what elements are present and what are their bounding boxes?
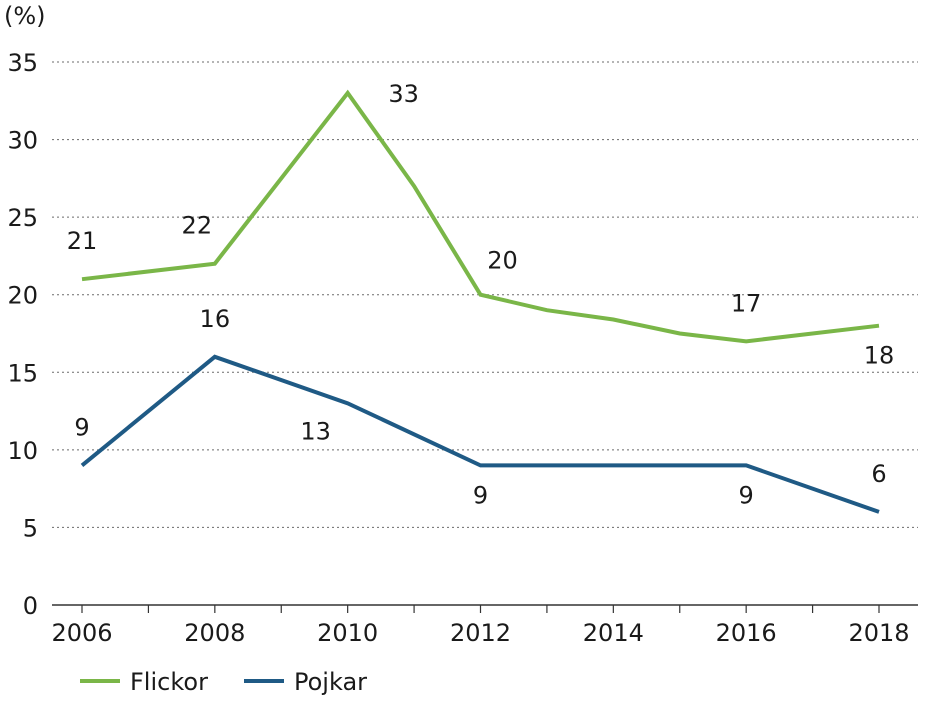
x-tick-label-2006: 2006 [51, 619, 112, 647]
y-tick-label-15: 15 [7, 359, 38, 387]
y-axis-unit-label: (%) [4, 2, 46, 30]
y-tick-label-10: 10 [7, 437, 38, 465]
series-line-pojkar [80, 354, 880, 514]
data-label-flickor-2008: 22 [182, 212, 213, 240]
y-tick-label-35: 35 [7, 49, 38, 77]
legend-label-pojkar: Pojkar [294, 668, 367, 696]
y-axis-ticks: 0 5 10 15 20 25 30 35 [7, 49, 38, 620]
data-label-flickor-2006: 21 [67, 227, 98, 255]
data-label-pojkar-2016: 9 [739, 481, 754, 509]
data-labels: 21 22 33 20 17 18 9 16 13 9 9 6 [67, 80, 895, 509]
x-tick-label-2008: 2008 [184, 619, 245, 647]
data-label-flickor-2012: 20 [487, 247, 518, 275]
data-label-pojkar-2006: 9 [74, 413, 89, 441]
data-label-pojkar-2010: 13 [300, 417, 331, 445]
x-tick-label-2010: 2010 [317, 619, 378, 647]
data-label-flickor-2018: 18 [864, 342, 895, 370]
grid [52, 61, 918, 528]
x-tick-label-2012: 2012 [450, 619, 511, 647]
legend: Flickor Pojkar [80, 668, 367, 696]
series-lines [80, 89, 880, 514]
x-tick-label-2014: 2014 [583, 619, 644, 647]
legend-label-flickor: Flickor [130, 668, 208, 696]
x-tick-label-2018: 2018 [848, 619, 909, 647]
data-label-flickor-2010: 33 [388, 80, 419, 108]
data-label-pojkar-2008: 16 [200, 305, 231, 333]
data-label-flickor-2016: 17 [731, 289, 762, 317]
x-tick-label-2016: 2016 [716, 619, 777, 647]
data-label-pojkar-2018: 6 [871, 460, 886, 488]
series-line-flickor [81, 89, 880, 344]
x-axis: 2006 2008 2010 2012 2014 2016 2018 [51, 604, 918, 647]
data-label-pojkar-2012: 9 [473, 481, 488, 509]
y-tick-label-5: 5 [23, 514, 38, 542]
y-tick-label-25: 25 [7, 204, 38, 232]
y-tick-label-20: 20 [7, 282, 38, 310]
y-tick-label-30: 30 [7, 127, 38, 155]
y-tick-label-0: 0 [23, 592, 38, 620]
